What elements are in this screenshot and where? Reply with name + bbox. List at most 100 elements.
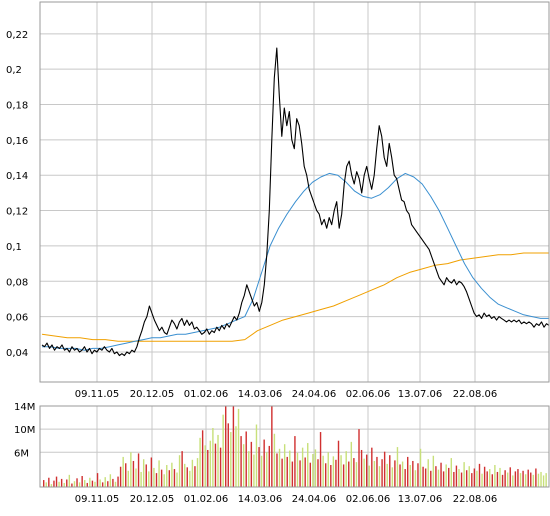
volume-bar: [504, 470, 506, 487]
volume-bar: [253, 454, 255, 487]
volume-x-tick-label: 13.07.06: [398, 494, 443, 505]
volume-bar: [158, 460, 160, 487]
moving-average-long-line: [41, 252, 549, 342]
volume-bar: [171, 462, 173, 487]
price-y-tick-label: 0,16: [6, 136, 28, 147]
volume-bar: [499, 467, 501, 487]
volume-bar: [91, 480, 94, 487]
volume-bar: [66, 479, 68, 487]
volume-bar: [496, 471, 499, 487]
volume-bar: [396, 447, 399, 487]
volume-bar: [501, 474, 504, 487]
price-y-tick-label: 0,08: [6, 277, 28, 288]
volume-bar: [304, 457, 306, 487]
volume-bar: [509, 467, 511, 487]
volume-bar: [140, 471, 142, 487]
volume-bar: [258, 447, 260, 487]
volume-bar: [517, 469, 519, 487]
volume-bar: [332, 456, 335, 487]
volume-bar: [122, 456, 124, 487]
volume-bar: [227, 423, 229, 487]
price-y-axis: 0,04 0,06 0,08 0,1 0,12 0,14 0,16 0,18 0,2 0,22: [6, 30, 28, 359]
volume-bar: [173, 469, 176, 487]
volume-bar: [94, 481, 96, 487]
volume-bar: [545, 473, 547, 487]
volume-bar: [527, 469, 529, 487]
volume-bar: [417, 463, 419, 487]
price-x-axis: 09.11.05 20.12.05 01.02.06 14.03.06 24.04.06…: [75, 389, 498, 400]
volume-bar: [519, 473, 522, 487]
volume-bar: [230, 432, 232, 487]
volume-bar: [276, 453, 278, 487]
volume-bar: [448, 467, 450, 487]
volume-bar: [514, 471, 517, 487]
volume-bar: [309, 462, 312, 487]
volume-bar: [268, 445, 270, 487]
volume-bar: [45, 482, 47, 487]
volume-bar: [50, 484, 53, 487]
volume-bar: [209, 440, 212, 487]
volume-bar: [394, 460, 396, 487]
volume-bar: [176, 472, 178, 487]
price-x-tick-label: 24.04.06: [292, 389, 337, 400]
volume-bar: [68, 474, 71, 487]
volume-bar: [225, 406, 227, 487]
volume-bar: [465, 470, 468, 487]
volume-bar: [89, 477, 91, 487]
volume-bar: [376, 456, 378, 487]
price-lines: [41, 47, 550, 357]
volume-bar: [445, 464, 447, 487]
volume-bar: [166, 465, 168, 487]
volume-bar: [117, 476, 119, 487]
volume-bar: [132, 460, 135, 487]
volume-bar: [240, 436, 242, 487]
volume-bar: [330, 465, 332, 487]
volume-bar: [142, 459, 145, 487]
volume-bar: [506, 472, 509, 487]
volume-bar: [196, 458, 199, 487]
volume-bar: [183, 463, 186, 487]
volume-bar: [412, 460, 414, 487]
price-y-tick-label: 0,04: [6, 348, 28, 359]
price-y-tick-label: 0,18: [6, 101, 28, 112]
price-x-tick-label: 02.06.06: [346, 389, 391, 400]
volume-bar: [363, 458, 365, 487]
volume-bar: [163, 474, 165, 487]
volume-bar: [317, 459, 319, 487]
volume-bar: [199, 437, 201, 487]
volume-bar: [358, 429, 360, 487]
volume-bar: [348, 461, 350, 487]
volume-bar: [222, 414, 224, 487]
volume-bar: [401, 461, 404, 487]
volume-bar: [294, 436, 296, 487]
volume-bar: [178, 455, 181, 487]
volume-x-tick-label: 24.04.06: [292, 494, 337, 505]
volume-x-tick-label: 01.02.06: [184, 494, 229, 505]
volume-bar: [440, 462, 442, 487]
price-y-tick-label: 0,12: [6, 207, 28, 218]
volume-bar: [145, 464, 147, 487]
volume-panel-frame: [39, 405, 550, 488]
volume-bar: [478, 463, 481, 487]
volume-bar: [442, 471, 445, 487]
volume-bar: [160, 469, 163, 487]
volume-bar: [201, 430, 204, 487]
volume-bar: [371, 447, 373, 487]
volume-bar: [286, 456, 288, 487]
volume-y-tick-label: 14M: [14, 402, 35, 413]
price-y-tick-label: 0,06: [6, 313, 28, 324]
volume-bar: [296, 452, 299, 487]
volume-bar: [337, 440, 340, 487]
volume-y-tick-label: 10M: [14, 425, 35, 436]
volume-bar: [353, 458, 355, 487]
price-x-tick-label: 22.08.06: [453, 389, 498, 400]
volume-bar: [422, 466, 424, 487]
volume-bar: [419, 448, 422, 487]
volume-bar: [473, 468, 476, 487]
volume-bar: [104, 477, 106, 487]
volume-bar: [458, 469, 460, 487]
volume-bar: [130, 452, 132, 487]
volume-x-axis: 09.11.05 20.12.05 01.02.06 14.03.06 24.04.06…: [75, 494, 498, 505]
volume-bar: [112, 478, 114, 487]
volume-bar: [409, 465, 411, 487]
